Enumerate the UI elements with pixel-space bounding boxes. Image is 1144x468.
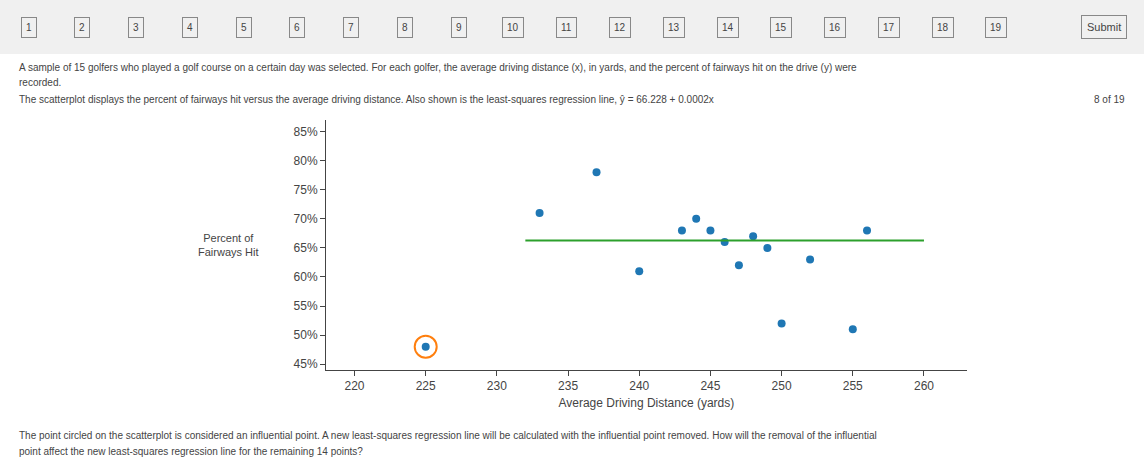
svg-text:45%: 45% [294,357,318,371]
svg-text:245: 245 [700,379,720,393]
svg-text:235: 235 [558,379,578,393]
svg-text:recorded.: recorded. [19,77,61,88]
svg-text:1: 1 [26,22,32,33]
svg-text:Submit: Submit [1087,21,1121,33]
svg-text:220: 220 [344,379,364,393]
svg-text:15: 15 [775,22,787,33]
svg-text:12: 12 [614,22,626,33]
svg-text:8 of 19: 8 of 19 [1094,94,1125,105]
svg-text:A sample of 15 golfers who pla: A sample of 15 golfers who played a golf… [19,62,857,73]
svg-text:70%: 70% [294,212,318,226]
svg-text:Percent ofFairways Hit: Percent ofFairways Hit [198,232,259,258]
svg-text:The scatterplot displays the p: The scatterplot displays the percent of … [19,94,714,105]
svg-text:11: 11 [561,22,572,33]
svg-text:260: 260 [914,379,934,393]
svg-text:250: 250 [772,379,792,393]
svg-text:5: 5 [241,22,247,33]
svg-text:8: 8 [402,22,408,33]
svg-text:230: 230 [487,379,507,393]
svg-text:14: 14 [722,22,734,33]
svg-text:240: 240 [629,379,649,393]
svg-text:17: 17 [883,22,895,33]
svg-text:2: 2 [79,22,85,33]
svg-text:16: 16 [829,22,841,33]
svg-text:3: 3 [133,22,139,33]
svg-text:65%: 65% [294,241,318,255]
svg-text:7: 7 [348,22,354,33]
svg-text:6: 6 [294,22,300,33]
svg-text:4: 4 [187,22,193,33]
svg-text:18: 18 [937,22,949,33]
svg-text:80%: 80% [294,154,318,168]
svg-text:85%: 85% [294,125,318,139]
svg-text:75%: 75% [294,183,318,197]
svg-text:19: 19 [990,22,1002,33]
svg-text:55%: 55% [294,299,318,313]
svg-text:point affect the new least-squ: point affect the new least-squares regre… [19,446,363,457]
svg-text:50%: 50% [294,328,318,342]
svg-text:9: 9 [456,22,462,33]
svg-text:60%: 60% [294,270,318,284]
svg-text:225: 225 [416,379,436,393]
svg-text:The point circled on the scatt: The point circled on the scatterplot is … [19,430,877,441]
svg-text:255: 255 [843,379,863,393]
svg-text:Average Driving Distance (yard: Average Driving Distance (yards) [558,396,734,410]
svg-text:10: 10 [507,22,519,33]
svg-text:13: 13 [668,22,680,33]
